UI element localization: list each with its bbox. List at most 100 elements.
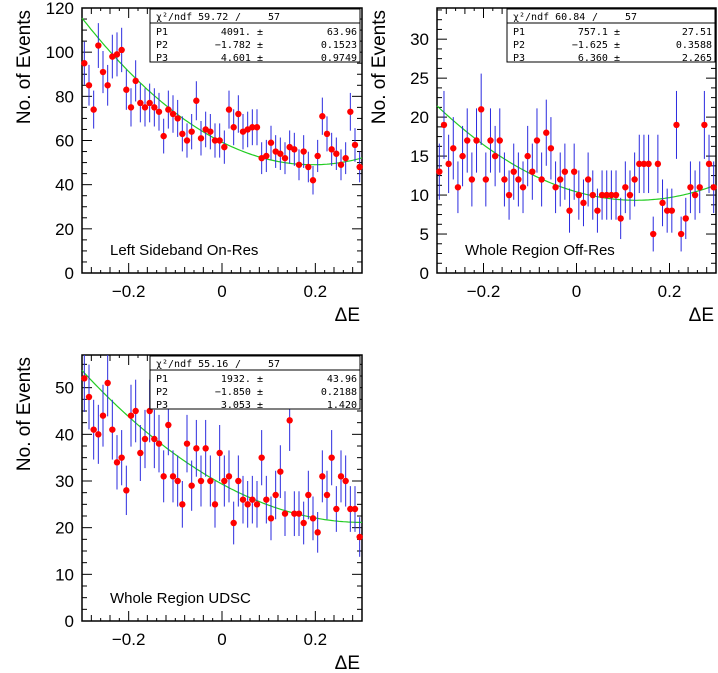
y-tick-label: 40 <box>55 176 74 195</box>
data-point <box>356 163 363 171</box>
x-tick-label: −0.2 <box>112 630 146 649</box>
stats-box <box>506 8 716 63</box>
data-point <box>281 154 289 162</box>
stats-param-name: P2 <box>513 40 525 51</box>
stats-param-value: 757.1 ± <box>578 27 620 38</box>
data-point <box>127 104 135 111</box>
data-point <box>561 168 569 175</box>
data-point <box>319 113 326 120</box>
data-point <box>249 496 256 503</box>
y-tick-label: 0 <box>65 264 74 283</box>
data-point <box>347 108 354 115</box>
data-point <box>691 191 699 199</box>
stats-param-name: P3 <box>513 53 525 64</box>
data-point <box>323 130 331 138</box>
data-point <box>118 454 125 461</box>
data-point <box>104 379 111 387</box>
stats-param-value: −1.850 ± <box>215 387 263 398</box>
stats-param-value: 1932. ± <box>221 374 263 385</box>
y-tick-label: 20 <box>410 108 429 127</box>
y-axis-title: No. of Events <box>369 10 390 124</box>
data-point <box>668 207 676 214</box>
data-point <box>113 51 121 58</box>
y-tick-label: 80 <box>55 87 74 106</box>
data-point <box>258 454 265 461</box>
data-point <box>151 104 158 111</box>
data-point <box>710 184 717 191</box>
x-tick-label: 0 <box>217 630 226 649</box>
data-point <box>188 482 195 489</box>
data-point <box>309 177 317 184</box>
stats-param-error: 0.9749 <box>321 53 357 64</box>
data-point <box>687 184 694 191</box>
data-point <box>123 86 130 93</box>
data-point <box>216 449 223 457</box>
data-point <box>165 421 172 429</box>
stats-sep: / <box>235 359 241 370</box>
y-tick-label: 20 <box>55 519 74 538</box>
x-tick-label: 0 <box>217 282 226 301</box>
data-point <box>701 121 708 129</box>
fit-curve <box>436 105 717 201</box>
data-point <box>309 515 317 522</box>
data-point <box>459 152 466 160</box>
y-tick-label: 10 <box>410 186 429 205</box>
data-point <box>160 473 167 480</box>
data-point <box>286 417 293 424</box>
stats-ndf: 57 <box>268 359 280 370</box>
data-point <box>109 426 116 433</box>
data-point <box>235 477 242 485</box>
data-point <box>677 230 685 238</box>
chart-panel-3: 0 10 20 30 40 50 −0.2 0 0.2 ΔE No. of Events χ²/ndf… <box>14 354 363 673</box>
x-axis-title: ΔE <box>689 305 714 326</box>
data-point <box>188 128 195 135</box>
data-point <box>626 191 634 199</box>
data-point <box>300 519 307 527</box>
data-point <box>249 124 256 131</box>
data-point <box>174 115 181 122</box>
stats-param-error: 63.96 <box>327 27 357 38</box>
data-point <box>295 161 303 168</box>
data-point <box>552 184 559 191</box>
data-point <box>589 191 596 199</box>
y-tick-label: 20 <box>55 220 74 239</box>
y-axis-title: No. of Events <box>14 357 35 471</box>
stats-param-error: 2.265 <box>682 53 712 64</box>
data-point <box>225 473 233 480</box>
data-point <box>244 501 251 508</box>
data-point <box>547 145 555 152</box>
data-point <box>538 176 545 183</box>
data-point <box>319 473 326 480</box>
data-point <box>598 191 606 199</box>
y-tick-label: 10 <box>55 565 74 584</box>
data-point <box>277 468 284 475</box>
x-tick-label: 0.2 <box>304 630 328 649</box>
chart-panel-1: 0 20 40 60 80 100 120 −0.2 0 0.2 ΔE No. of Events χ²… <box>14 0 363 326</box>
data-point <box>323 491 331 499</box>
data-point <box>193 97 200 104</box>
panel-label: Left Sideband On-Res <box>110 242 258 259</box>
data-point <box>351 141 359 149</box>
data-point <box>491 152 499 160</box>
data-point <box>328 454 335 461</box>
stats-chi2: χ²/ndf 60.84 <box>513 12 585 23</box>
data-point <box>174 477 181 485</box>
data-point <box>617 215 624 222</box>
y-tick-label: 60 <box>55 132 74 151</box>
stats-param-error: 0.3588 <box>676 40 712 51</box>
data-point <box>202 445 209 452</box>
data-point <box>454 184 462 191</box>
data-point <box>239 496 247 503</box>
stats-ndf: 57 <box>268 12 280 23</box>
data-point <box>169 473 177 480</box>
data-point <box>81 375 88 382</box>
data-point <box>557 176 564 183</box>
data-point <box>81 60 88 67</box>
data-point <box>277 150 284 157</box>
data-point <box>183 440 191 447</box>
data-point <box>197 477 205 485</box>
x-tick-label: 0.2 <box>304 282 328 301</box>
stats-sep: / <box>592 12 598 23</box>
data-point <box>179 501 186 508</box>
data-point <box>510 168 517 175</box>
